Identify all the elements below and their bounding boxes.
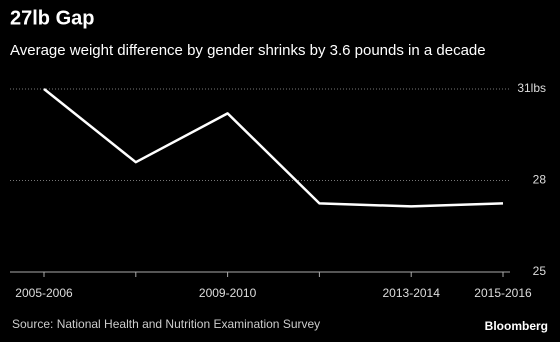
x-tick-label: 2013-2014 (383, 286, 441, 300)
source: Source: National Health and Nutrition Ex… (12, 317, 320, 331)
chart-subtitle: Average weight difference by gender shri… (10, 42, 486, 59)
chart-title: 27lb Gap (10, 7, 94, 29)
x-tick-label: 2015-2016 (474, 286, 532, 300)
y-tick-label: 28 (533, 173, 547, 187)
line (43, 88, 504, 208)
brand: Bloomberg (485, 319, 548, 333)
x-tick-label: 2005-2006 (15, 286, 73, 300)
y-tick-label: 31lbs (517, 81, 546, 95)
y-tick-label: 25 (533, 264, 547, 278)
x-tick-label: 2009-2010 (199, 286, 257, 300)
